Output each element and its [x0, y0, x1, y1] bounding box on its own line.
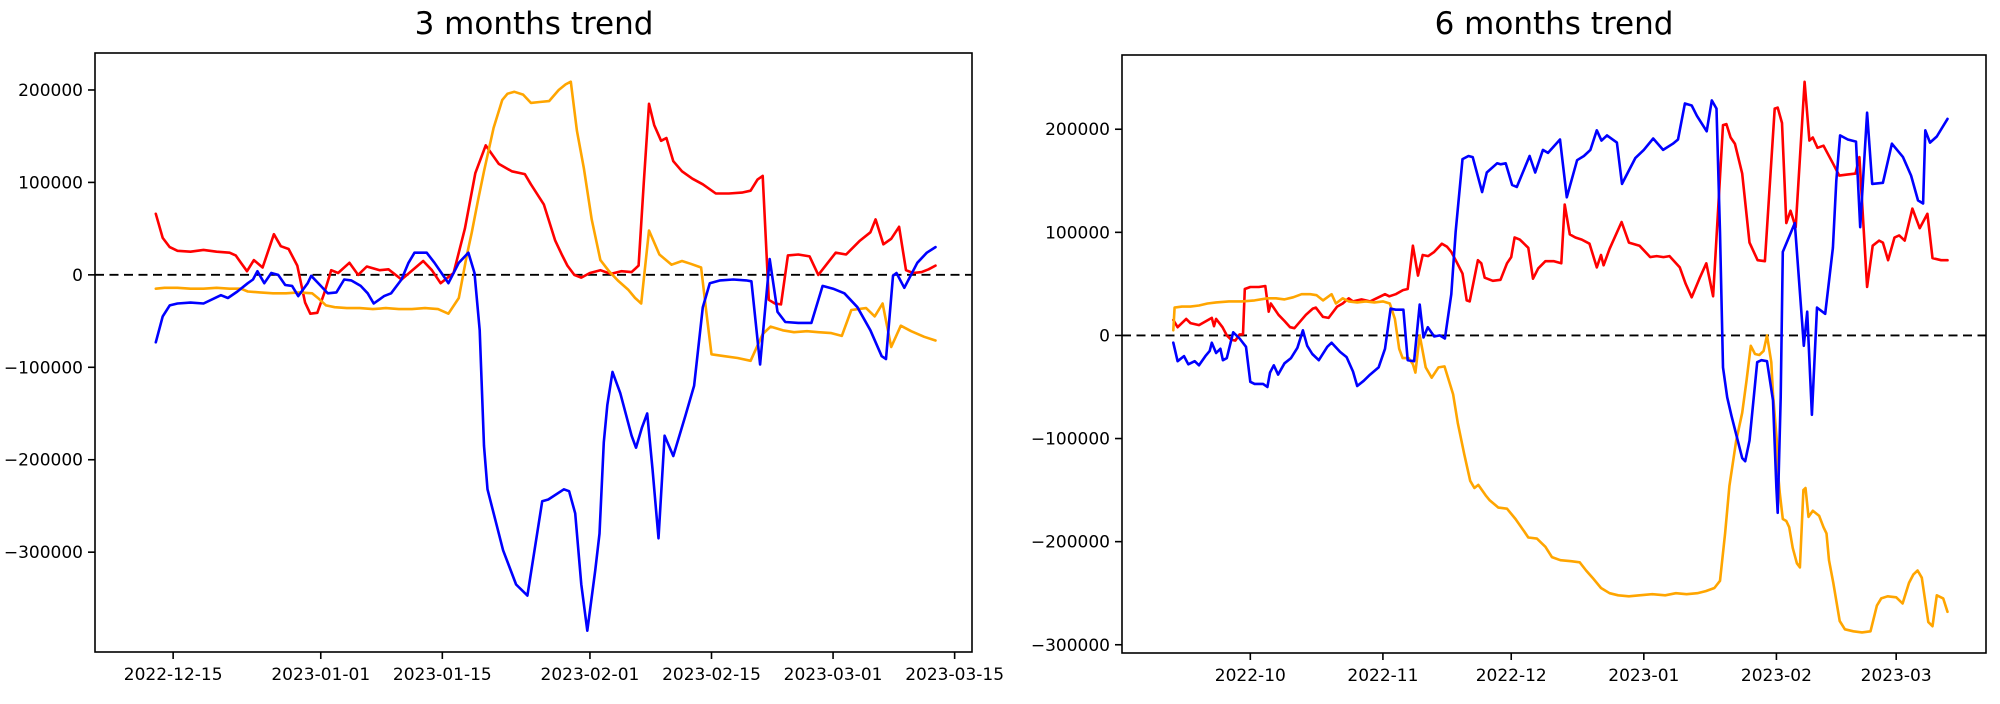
- orange-series: [1172, 292, 1949, 634]
- y-tick-label: −200000: [4, 451, 83, 471]
- x-tick-label: 2023-02-01: [541, 665, 640, 685]
- orange-series: [154, 80, 937, 363]
- y-tick-label: 100000: [1045, 223, 1110, 243]
- y-tick-label: −200000: [1031, 533, 1110, 553]
- x-tick-label: 2023-02-15: [662, 665, 761, 685]
- x-tick-label: 2023-03: [1861, 666, 1932, 686]
- chart-title-6-months: 6 months trend: [1434, 6, 1674, 42]
- y-tick-label: 0: [72, 266, 83, 286]
- x-tick-label: 2023-01-01: [271, 665, 370, 685]
- x-tick-label: 2022-10: [1215, 666, 1286, 686]
- y-tick-label: −100000: [1031, 430, 1110, 450]
- x-tick-label: 2022-11: [1347, 666, 1418, 686]
- blue-series: [154, 245, 937, 633]
- x-tick-label: 2023-02: [1741, 666, 1812, 686]
- x-tick-label: 2023-03-15: [905, 665, 1004, 685]
- y-tick-label: 200000: [18, 81, 83, 101]
- y-tick-label: −300000: [4, 543, 83, 563]
- y-tick-label: −300000: [1031, 636, 1110, 656]
- plot-border: [1121, 54, 1987, 654]
- three-months-trend-plot: 200000 100000 0 −100000 −200000 −300000 2022-1…: [4, 52, 1004, 685]
- red-series: [1172, 80, 1949, 342]
- x-tick-label: 2023-01: [1608, 666, 1679, 686]
- red-series: [154, 102, 937, 316]
- chart-title-3-months: 3 months trend: [414, 6, 654, 42]
- y-tick-label: 100000: [18, 173, 83, 193]
- x-tick-label: 2022-12: [1476, 666, 1547, 686]
- blue-series: [1172, 99, 1949, 515]
- plot-border: [94, 52, 973, 653]
- y-tick-label: −100000: [4, 358, 83, 378]
- y-tick-label: 200000: [1045, 120, 1110, 140]
- six-months-trend-plot: 200000 100000 0 −100000 −200000 −300000 2022-1…: [1031, 54, 1987, 686]
- x-tick-label: 2023-03-01: [784, 665, 883, 685]
- x-tick-label: 2022-12-15: [124, 665, 223, 685]
- x-tick-label: 2023-01-15: [393, 665, 492, 685]
- y-tick-label: 0: [1099, 326, 1110, 346]
